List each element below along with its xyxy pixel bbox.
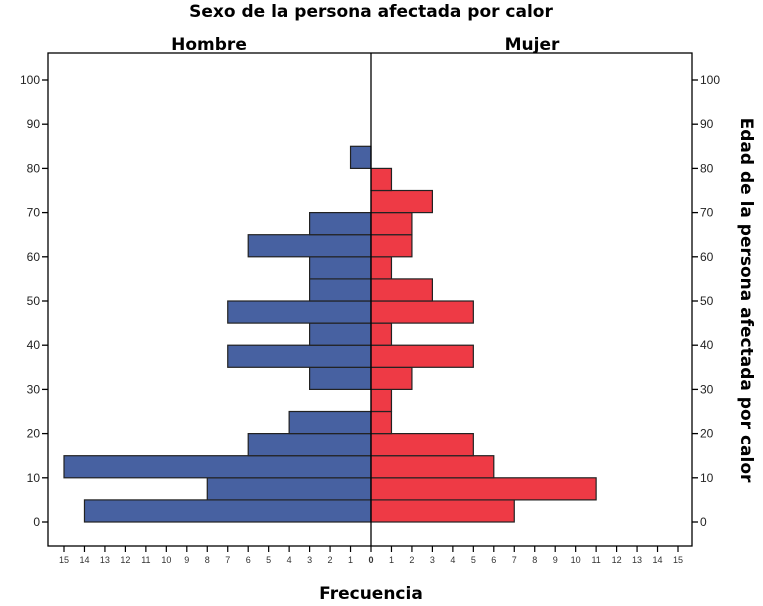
- y-tick-label-right: 50: [700, 294, 714, 308]
- y-tick-label-right: 40: [700, 338, 714, 352]
- y-tick-label-left: 10: [27, 471, 41, 485]
- y-tick-label-left: 80: [27, 161, 41, 175]
- bar-mujer-age-50: [370, 278, 434, 302]
- x-tick-label-mujer: 1: [389, 555, 394, 565]
- y-axis-label: Edad de la persona afectada por calor: [736, 118, 756, 483]
- bar-mujer-age-70: [370, 189, 434, 214]
- x-tick-label-hombre: 6: [246, 555, 251, 565]
- bar-mujer-age-75: [370, 167, 393, 192]
- panel-label-hombre: Hombre: [171, 35, 247, 55]
- bar-hombre-age-80: [349, 145, 372, 170]
- x-tick-label-mujer: 12: [612, 555, 622, 565]
- bar-hombre-age-50: [309, 278, 372, 302]
- y-tick-label-right: 90: [700, 117, 714, 131]
- y-tick-label-right: 70: [700, 206, 714, 220]
- bar-hombre-age-10: [63, 455, 372, 479]
- x-tick-label-mujer: 13: [632, 555, 642, 565]
- bar-hombre-age-30: [309, 366, 372, 390]
- bar-hombre-age-60: [247, 234, 372, 258]
- bar-hombre-age-45: [227, 300, 372, 324]
- bar-mujer-age-60: [370, 234, 413, 258]
- x-tick-label-hombre: 13: [100, 555, 110, 565]
- y-tick-label-left: 60: [27, 250, 41, 264]
- x-tick-label-mujer: 7: [512, 555, 517, 565]
- x-tick-label-mujer: 14: [653, 555, 663, 565]
- x-tick-label-mujer: 9: [553, 555, 558, 565]
- x-tick-label-hombre: 10: [161, 555, 171, 565]
- bar-mujer-age-15: [370, 433, 474, 457]
- bar-mujer-age-35: [370, 344, 474, 368]
- bar-mujer-age-20: [370, 410, 393, 435]
- y-tick-label-left: 20: [27, 427, 41, 441]
- bar-hombre-age-20: [288, 410, 372, 435]
- x-tick-label-hombre: 12: [120, 555, 130, 565]
- x-tick-label-hombre: 11: [141, 555, 150, 565]
- x-tick-label-hombre: 15: [59, 555, 69, 565]
- bar-hombre-age-5: [206, 477, 372, 501]
- bar-mujer-age-45: [370, 300, 474, 324]
- x-tick-label-hombre: 1: [348, 555, 353, 565]
- panel-label-mujer: Mujer: [505, 35, 560, 55]
- bar-mujer-age-30: [370, 366, 413, 390]
- bar-hombre-age-65: [309, 212, 372, 236]
- x-tick-label-hombre: 5: [266, 555, 271, 565]
- x-tick-label-mujer: 15: [673, 555, 683, 565]
- y-tick-label-right: 0: [700, 515, 707, 529]
- x-tick-label-hombre: 9: [184, 555, 189, 565]
- y-tick-label-left: 70: [27, 206, 41, 220]
- bar-hombre-age-0: [83, 499, 372, 523]
- plot-frame: [47, 52, 693, 547]
- bar-mujer-age-40: [370, 322, 393, 346]
- x-tick-label-mujer: 11: [591, 555, 600, 565]
- x-tick-label-mujer: 4: [450, 555, 455, 565]
- bar-mujer-age-10: [370, 455, 495, 479]
- y-tick-label-left: 40: [27, 338, 41, 352]
- x-tick-label-mujer: 6: [491, 555, 496, 565]
- y-tick-label-left: 90: [27, 117, 41, 131]
- y-tick-label-left: 50: [27, 294, 41, 308]
- x-tick-label-hombre: 2: [328, 555, 333, 565]
- y-tick-label-left: 30: [27, 382, 41, 396]
- bar-hombre-age-55: [309, 256, 372, 280]
- bar-mujer-age-0: [370, 499, 515, 523]
- y-tick-label-right: 60: [700, 250, 714, 264]
- x-axis-label: Frecuencia: [319, 584, 423, 604]
- x-tick-label-hombre: 3: [307, 555, 312, 565]
- bar-mujer-age-5: [370, 477, 597, 501]
- x-tick-label-mujer: 8: [532, 555, 537, 565]
- bar-mujer-age-55: [370, 256, 393, 280]
- x-tick-label-hombre: 8: [205, 555, 210, 565]
- y-tick-label-left: 100: [20, 73, 40, 87]
- chart-title: Sexo de la persona afectada por calor: [189, 2, 553, 22]
- x-tick-label-hombre: 4: [287, 555, 292, 565]
- x-tick-label-hombre: 7: [225, 555, 230, 565]
- bar-hombre-age-40: [309, 322, 372, 346]
- y-tick-label-right: 10: [700, 471, 714, 485]
- x-tick-label-hombre: 0: [368, 555, 373, 565]
- x-tick-label-mujer: 2: [409, 555, 414, 565]
- bar-mujer-age-25: [370, 388, 393, 413]
- bar-mujer-age-65: [370, 212, 413, 236]
- x-tick-label-mujer: 3: [430, 555, 435, 565]
- x-tick-label-hombre: 14: [79, 555, 89, 565]
- y-tick-label-right: 80: [700, 161, 714, 175]
- y-tick-label-right: 20: [700, 427, 714, 441]
- bar-hombre-age-15: [247, 433, 372, 457]
- x-tick-label-mujer: 5: [471, 555, 476, 565]
- x-tick-label-mujer: 10: [571, 555, 581, 565]
- y-tick-label-right: 30: [700, 382, 714, 396]
- bar-hombre-age-35: [227, 344, 372, 368]
- y-tick-label-left: 0: [33, 515, 40, 529]
- y-tick-label-right: 100: [700, 73, 720, 87]
